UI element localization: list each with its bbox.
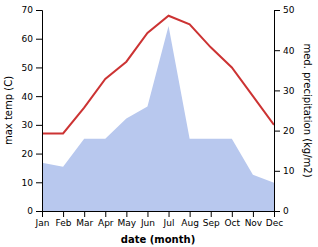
tick-mark xyxy=(190,211,191,217)
tick-mark xyxy=(63,211,64,217)
tick-label: 60 xyxy=(22,34,34,44)
tick-mark xyxy=(274,90,280,91)
tick-mark xyxy=(211,211,212,217)
tick-label: 10 xyxy=(283,166,295,176)
tick: Sep xyxy=(203,211,220,228)
tick-label: 20 xyxy=(283,126,295,136)
tick: 50 xyxy=(22,63,42,73)
y2-axis-title: med. precipitation (kg/m2) xyxy=(302,43,313,177)
y-axis-title: max temp (C) xyxy=(3,76,14,145)
tick-label: Oct xyxy=(225,218,241,228)
tick-mark xyxy=(274,10,280,11)
tick: Jul xyxy=(163,211,175,228)
precipitation-area xyxy=(42,26,274,211)
tick-mark xyxy=(169,211,170,217)
tick: 0 xyxy=(274,206,289,216)
axis-line xyxy=(275,11,281,212)
tick: 40 xyxy=(22,92,42,102)
tick-label: Jul xyxy=(163,218,175,228)
tick: Aug xyxy=(181,211,199,228)
tick-mark xyxy=(105,211,106,217)
tick: Dec xyxy=(266,211,283,228)
tick-mark xyxy=(274,211,280,212)
axis: 0 10 20 30 40 50 xyxy=(274,5,295,216)
tick-label: Dec xyxy=(266,218,283,228)
tick-mark xyxy=(36,10,42,11)
tick: Apr xyxy=(98,211,114,228)
marks xyxy=(42,16,274,211)
tick-mark xyxy=(274,171,280,172)
tick: Nov xyxy=(245,211,263,228)
temperature-line xyxy=(42,16,274,134)
tick-mark xyxy=(274,131,280,132)
tick-label: Jun xyxy=(140,218,155,228)
axis: Jan Feb Mar Apr MayJun Jul Aug Sep Oct NovDec xyxy=(35,211,284,228)
tick: 60 xyxy=(22,34,42,44)
tick-label: 20 xyxy=(22,149,34,159)
tick-label: 10 xyxy=(22,178,34,188)
axis: 0 10 20 30 40 50 60 70 xyxy=(22,5,43,216)
tick-label: 30 xyxy=(22,120,34,130)
tick: 50 xyxy=(274,5,295,15)
tick-mark xyxy=(274,50,280,51)
tick-label: 70 xyxy=(22,5,34,15)
tick-label: Sep xyxy=(203,218,220,228)
tick: May xyxy=(118,211,137,228)
tick-label: Mar xyxy=(76,218,93,228)
tick-mark xyxy=(36,67,42,68)
tick: 20 xyxy=(274,126,295,136)
tick: 30 xyxy=(274,86,295,96)
tick-label: Aug xyxy=(181,218,199,228)
tick: 10 xyxy=(22,178,42,188)
tick-label: 40 xyxy=(283,46,295,56)
tick: Jun xyxy=(140,211,155,228)
plot: JanFebMarAprMayJunJulAugSepOctNovDec0102… xyxy=(3,5,313,245)
tick: Jan xyxy=(35,211,50,228)
tick-label: 50 xyxy=(283,5,295,15)
tick-label: Nov xyxy=(245,218,263,228)
tick-mark xyxy=(126,211,127,217)
tick: Oct xyxy=(225,211,241,228)
tick-mark xyxy=(253,211,254,217)
tick-mark xyxy=(36,182,42,183)
tick-mark xyxy=(36,96,42,97)
tick-mark xyxy=(84,211,85,217)
tick: 0 xyxy=(27,206,42,216)
tick-label: 0 xyxy=(27,206,33,216)
tick: 70 xyxy=(22,5,42,15)
tick-mark xyxy=(36,39,42,40)
tick-mark xyxy=(36,211,42,212)
axis-line xyxy=(43,212,275,218)
tick-label: 0 xyxy=(283,206,289,216)
tick-label: Jan xyxy=(35,218,50,228)
tick: 30 xyxy=(22,120,42,130)
tick: Mar xyxy=(76,211,93,228)
tick-label: 30 xyxy=(283,86,295,96)
tick-label: 40 xyxy=(22,92,34,102)
tick: 20 xyxy=(22,149,42,159)
tick-mark xyxy=(147,211,148,217)
tick-label: Feb xyxy=(56,218,72,228)
tick-label: 50 xyxy=(22,63,34,73)
tick-mark xyxy=(232,211,233,217)
tick-label: May xyxy=(118,218,137,228)
axis-line xyxy=(36,11,43,212)
x-axis-title: date (month) xyxy=(121,234,195,245)
chart: JanFebMarAprMayJunJulAugSepOctNovDec0102… xyxy=(0,0,318,247)
tick: 40 xyxy=(274,46,295,56)
tick-mark xyxy=(36,154,42,155)
tick: Feb xyxy=(56,211,72,228)
tick-label: Apr xyxy=(98,218,114,228)
tick-mark xyxy=(36,125,42,126)
tick: 10 xyxy=(274,166,295,176)
